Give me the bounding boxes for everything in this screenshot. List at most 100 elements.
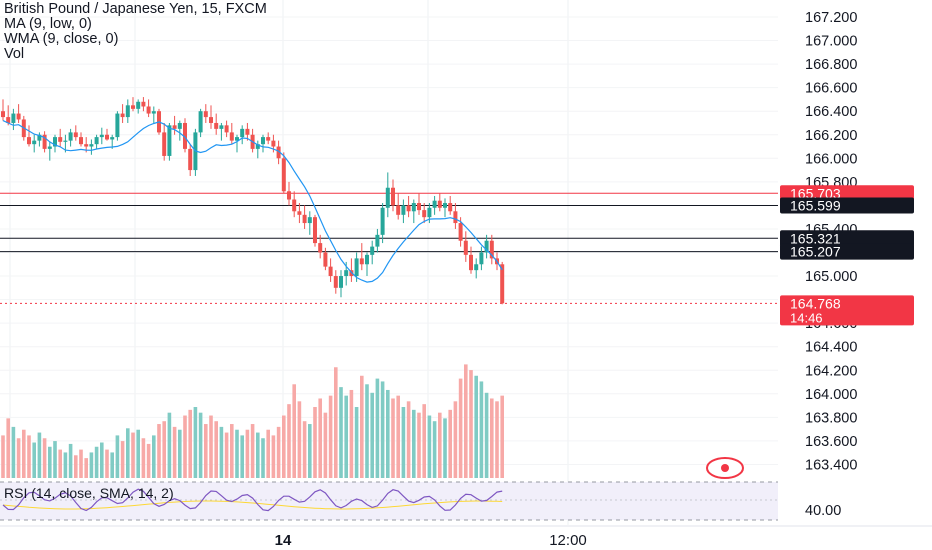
volume-bar <box>401 407 406 478</box>
candle-body <box>396 205 401 215</box>
volume-bar <box>250 424 255 478</box>
volume-bar <box>89 452 94 478</box>
vol-indicator-label[interactable]: Vol <box>4 46 25 62</box>
candle-body <box>500 264 505 304</box>
candle-body <box>318 243 323 253</box>
volume-bar <box>100 442 104 478</box>
price-badge <box>780 185 914 202</box>
volume-bar <box>417 412 421 478</box>
price-badge-value: 165.321 <box>790 230 841 246</box>
candle-body <box>344 270 349 277</box>
candle-body <box>323 252 328 267</box>
candle-body <box>53 137 57 147</box>
candle-body <box>224 125 229 133</box>
volume-bar <box>490 398 494 478</box>
candle-body <box>333 276 338 288</box>
volume-bar <box>292 384 296 478</box>
candle-body <box>271 140 276 147</box>
volume-bar <box>318 398 322 478</box>
candle-body <box>365 254 369 265</box>
candle-body <box>469 254 473 271</box>
replay-icon[interactable] <box>706 457 744 479</box>
candle-body <box>240 128 245 138</box>
candle-body <box>235 137 239 141</box>
volume-bar <box>438 412 442 478</box>
candles <box>1 97 505 305</box>
volume-bar <box>63 452 68 478</box>
candle-body <box>354 258 359 277</box>
candle-body <box>401 205 406 215</box>
volume-bar <box>219 426 224 478</box>
volume-bar <box>141 438 146 478</box>
candle-body <box>120 113 125 118</box>
volume-bar <box>146 443 151 478</box>
volume-bar <box>484 392 489 478</box>
volume-bar <box>474 375 478 478</box>
ma-line <box>2 120 503 283</box>
volume-bar <box>42 438 47 478</box>
rsi-pane: 40.00 <box>0 481 841 521</box>
candle-body <box>84 144 89 147</box>
volume-bar <box>432 421 437 478</box>
candle-body <box>89 144 94 147</box>
candle-body <box>94 137 99 145</box>
ma-indicator-label[interactable]: MA (9, low, 0) <box>4 16 92 32</box>
volume-bar <box>328 395 333 478</box>
volume-bar <box>209 415 213 478</box>
candle-body <box>172 125 177 129</box>
candle-body <box>73 132 78 138</box>
candle-body <box>307 217 312 224</box>
candle-body <box>261 137 265 145</box>
price-badge <box>780 295 914 326</box>
price-lines <box>0 192 778 304</box>
time-axis[interactable]: 14 12:00 <box>0 525 932 549</box>
volume-bar <box>27 435 31 478</box>
time-axis-label: 12:00 <box>549 532 587 549</box>
volume-bar <box>214 421 218 478</box>
price-axis-tick: 167.200 <box>805 10 857 26</box>
volume-bar <box>469 370 473 478</box>
rsi-indicator-label[interactable]: RSI (14, close, SMA, 14, 2) <box>4 485 174 501</box>
price-axis-tick: 166.400 <box>805 104 857 120</box>
candle-body <box>302 214 307 224</box>
candle-body <box>162 132 167 156</box>
volume-bar <box>344 395 348 478</box>
volume-bar <box>271 435 276 478</box>
volume-bar <box>422 404 426 478</box>
candle-body <box>391 187 395 206</box>
candle-body <box>68 132 73 141</box>
volume-bar <box>183 415 187 478</box>
volume-bar <box>1 435 5 478</box>
price-badge <box>780 197 914 214</box>
volume-bar <box>354 407 359 478</box>
volume-bar <box>380 381 385 478</box>
wma-indicator-label[interactable]: WMA (9, close, 0) <box>4 31 119 47</box>
volume-bar <box>313 407 317 478</box>
candle-body <box>458 223 463 241</box>
volume-bar <box>261 438 265 478</box>
volume-bar <box>74 455 78 478</box>
candle-body <box>463 240 468 255</box>
price-axis[interactable]: 167.200 167.000 166.800 166.600 166.400 166.2… <box>805 10 857 473</box>
volume-bar <box>48 446 52 478</box>
candle-body <box>99 134 104 138</box>
candle-body <box>151 111 156 114</box>
candle-body <box>42 134 47 149</box>
candle-body <box>16 113 21 120</box>
candle-body <box>229 132 234 141</box>
symbol-title[interactable]: British Pound / Japanese Yen, 15, FXCM <box>4 1 267 17</box>
volume-bar <box>157 424 161 478</box>
volume-bar <box>172 426 177 478</box>
volume-bar <box>152 435 156 478</box>
volume-bar <box>162 421 166 478</box>
candle-body <box>385 187 390 208</box>
candle-body <box>437 200 442 208</box>
volume-bar <box>500 395 504 478</box>
candle-body <box>313 217 317 244</box>
candle-body <box>406 205 411 212</box>
volume-bar <box>53 441 57 478</box>
candle-body <box>255 144 260 149</box>
rsi-band <box>0 482 778 520</box>
candle-body <box>328 266 333 277</box>
